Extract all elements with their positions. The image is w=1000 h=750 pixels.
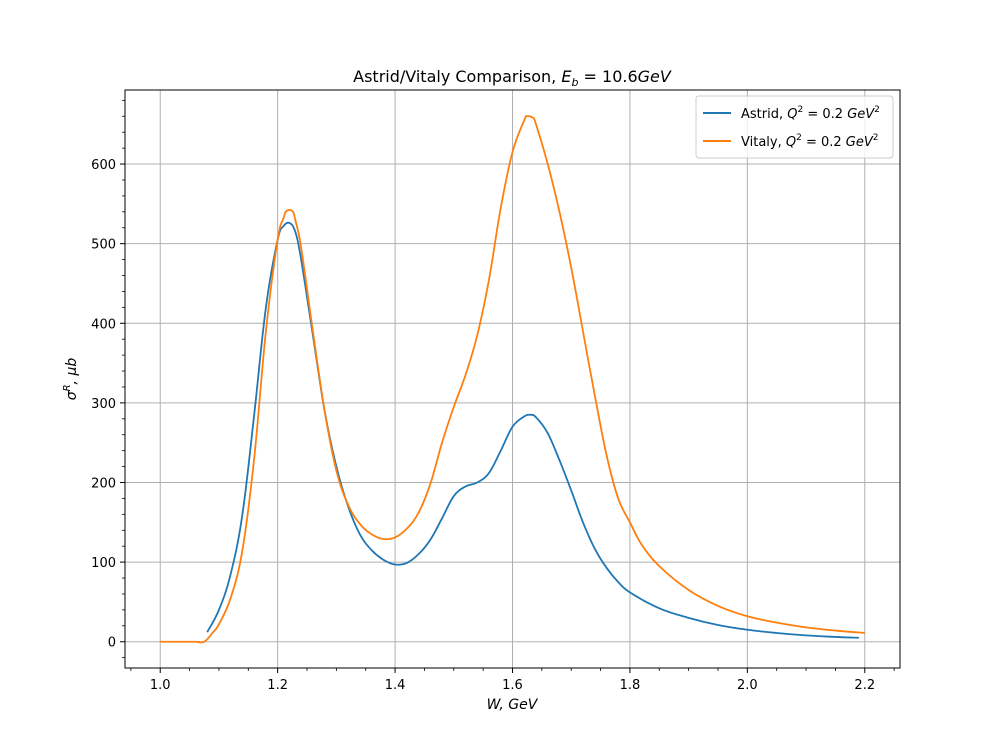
x-tick-label: 2.0: [737, 678, 758, 693]
x-tick-label: 1.0: [150, 678, 171, 693]
x-axis-label: W, GeV: [487, 697, 539, 713]
x-tick-label: 1.2: [267, 678, 288, 693]
y-tick-label: 0: [108, 636, 116, 651]
legend-box: [695, 95, 894, 159]
y-tick-label: 300: [91, 397, 116, 412]
grid: [125, 90, 900, 668]
x-tick-label: 1.8: [620, 678, 641, 693]
y-tick-label: 500: [91, 238, 116, 253]
y-tick-label: 100: [91, 556, 116, 571]
y-axis-label: σR, μb: [62, 358, 80, 401]
chart-title: Astrid/Vitaly Comparison, Eb = 10.6GeV: [353, 67, 672, 89]
legend-label-vitaly: Vitaly, Q2 = 0.2 GeV2: [741, 133, 879, 150]
x-tick-label: 1.6: [502, 678, 523, 693]
series-lines: [160, 115, 865, 644]
series-line-vitaly: [160, 115, 865, 644]
x-tick-label: 1.4: [385, 678, 406, 693]
legend-label-astrid: Astrid, Q2 = 0.2 GeV2: [741, 105, 880, 122]
y-tick-label: 600: [91, 158, 116, 173]
y-axis: 0 100 200 300 400 500 600: [91, 99, 125, 659]
x-tick-label: 2.2: [854, 678, 875, 693]
y-tick-label: 400: [91, 317, 116, 332]
x-axis: 1.0 1.2 1.4 1.6 1.8 2.0 2.2: [130, 668, 895, 693]
series-line-astrid: [206, 221, 859, 639]
legend: Astrid, Q2 = 0.2 GeV2 Vitaly, Q2 = 0.2 G…: [695, 95, 894, 159]
y-tick-label: 200: [91, 476, 116, 491]
